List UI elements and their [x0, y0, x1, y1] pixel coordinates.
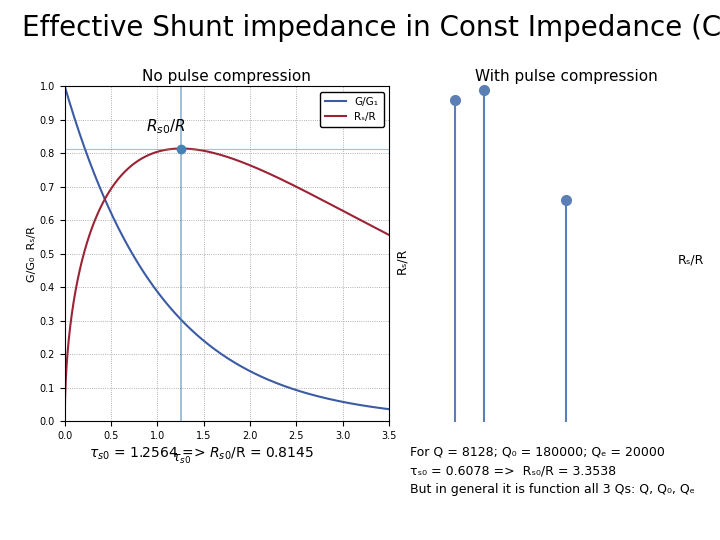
Text: Rₛ/R: Rₛ/R — [678, 254, 704, 267]
Legend: G/G₁, Rₛ/R: G/G₁, Rₛ/R — [320, 92, 384, 127]
Text: But in general it is function all 3 Qs: Q, Q₀, Qₑ: But in general it is function all 3 Qs: … — [410, 483, 696, 496]
Y-axis label: G/G₀  Rₛ/R: G/G₀ Rₛ/R — [27, 226, 37, 282]
Text: $R_{s0}/R$: $R_{s0}/R$ — [146, 118, 185, 137]
Text: τₛ₀ = 0.6078 =>  Rₛ₀/R = 3.3538: τₛ₀ = 0.6078 => Rₛ₀/R = 3.3538 — [410, 464, 616, 477]
Text: Effective Shunt impedance in Const Impedance (CI) AS: Effective Shunt impedance in Const Imped… — [22, 14, 720, 42]
Text: $\tau_{s0}$: $\tau_{s0}$ — [171, 453, 191, 466]
Text: Rₛ/R: Rₛ/R — [395, 247, 408, 274]
Title: No pulse compression: No pulse compression — [143, 69, 311, 84]
Title: With pulse compression: With pulse compression — [475, 69, 657, 84]
Text: For Q = 8128; Q₀ = 180000; Qₑ = 20000: For Q = 8128; Q₀ = 180000; Qₑ = 20000 — [410, 446, 665, 458]
Text: $\tau_{s0}$ = 1.2564 => $R_{s0}$/R = 0.8145: $\tau_{s0}$ = 1.2564 => $R_{s0}$/R = 0.8… — [89, 446, 314, 462]
